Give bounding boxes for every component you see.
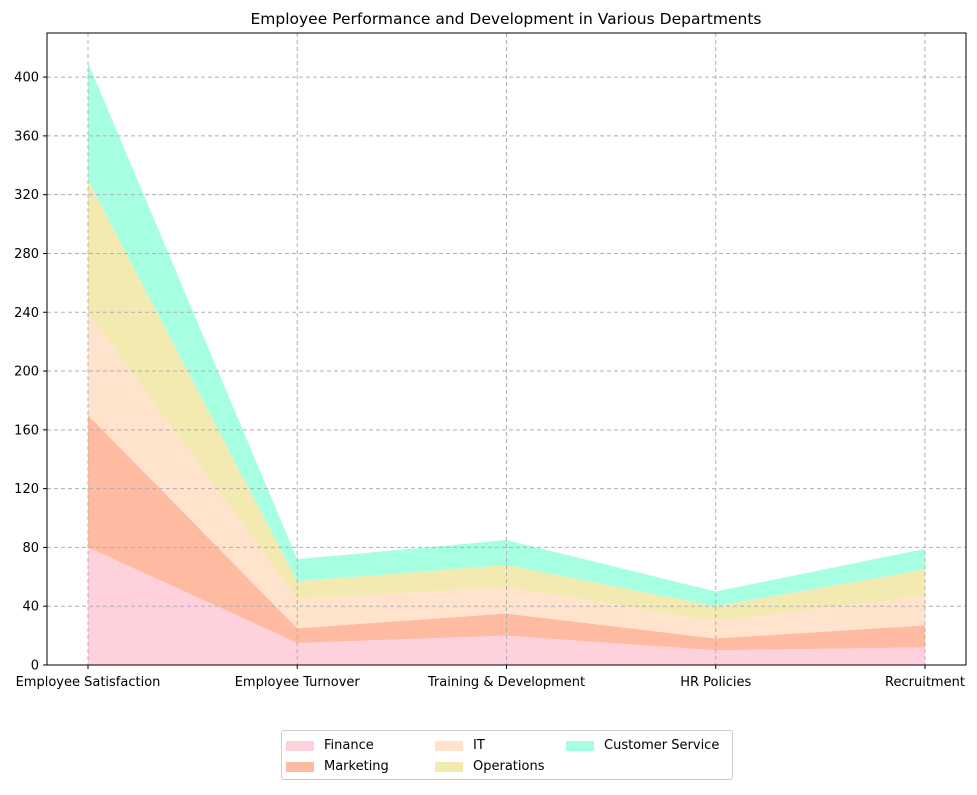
y-tick-label: 360 bbox=[14, 129, 39, 144]
legend: Finance Marketing IT Operations Customer Ser… bbox=[281, 730, 733, 780]
chart-title: Employee Performance and Development in … bbox=[250, 10, 761, 28]
y-tick-label: 40 bbox=[22, 600, 39, 615]
x-tick-label: Employee Satisfaction bbox=[16, 675, 161, 690]
x-tick-label: Recruitment bbox=[885, 675, 965, 690]
legend-label: Operations bbox=[473, 759, 545, 774]
y-tick-label: 280 bbox=[14, 247, 39, 262]
y-tick-label: 320 bbox=[14, 188, 39, 203]
legend-label: IT bbox=[473, 738, 485, 753]
y-tick-label: 160 bbox=[14, 423, 39, 438]
legend-item: IT bbox=[435, 738, 485, 753]
x-tick-label: HR Policies bbox=[680, 675, 751, 690]
y-tick-label: 80 bbox=[22, 541, 39, 556]
legend-item: Marketing bbox=[286, 759, 389, 774]
legend-item: Operations bbox=[435, 759, 544, 774]
legend-swatch bbox=[286, 761, 314, 772]
x-tick-label: Employee Turnover bbox=[235, 675, 361, 690]
legend-swatch bbox=[566, 740, 594, 751]
grid-layer bbox=[47, 33, 966, 665]
legend-item: Finance bbox=[286, 738, 374, 753]
legend-label: Marketing bbox=[324, 759, 389, 774]
legend-item: Customer Service bbox=[566, 738, 719, 753]
y-tick-label: 0 bbox=[31, 659, 39, 674]
y-tick-label: 240 bbox=[14, 306, 39, 321]
y-tick-label: 120 bbox=[14, 482, 39, 497]
legend-label: Finance bbox=[324, 738, 374, 753]
area-layer bbox=[88, 62, 925, 665]
y-tick-label: 400 bbox=[14, 71, 39, 86]
legend-swatch bbox=[286, 740, 314, 751]
x-tick-label: Training & Development bbox=[427, 675, 585, 690]
legend-label: Customer Service bbox=[604, 738, 720, 753]
legend-swatch bbox=[435, 761, 463, 772]
area-series-finance bbox=[88, 547, 925, 665]
legend-swatch bbox=[435, 740, 463, 751]
y-tick-label: 200 bbox=[14, 365, 39, 380]
axis-layer: 0 40 80 120 160 200 240 280 320 360 400 Employee Sa… bbox=[14, 32, 967, 690]
